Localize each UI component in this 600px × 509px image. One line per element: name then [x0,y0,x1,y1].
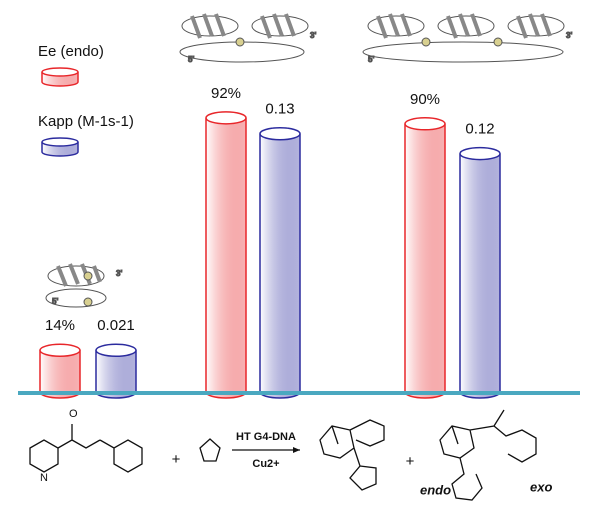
product-label: endo [420,482,451,497]
cylinder [404,123,446,399]
legend-label: Ee (endo) [38,43,104,60]
enone [29,424,143,473]
legend-swatch-top [41,67,79,77]
strand-end: 5' [368,55,374,64]
strand-end: 3' [566,31,572,40]
strand-end: 3' [116,269,122,278]
cylinder-top [404,117,446,131]
cylinder [95,350,137,399]
cylinder-top [39,343,81,358]
atom: O [69,408,78,420]
plus: + [172,451,181,468]
cylinder-top [459,146,501,161]
cylinder-top [259,126,301,141]
legend-swatch-top [41,137,79,147]
cylinder [39,350,81,399]
value-label: 92% [211,85,241,102]
cylinder-top [95,343,137,358]
cylinder [259,133,301,399]
value-label: 14% [45,317,75,334]
strand-end: 5' [188,55,194,64]
strand-end: 5' [52,297,58,306]
plus: + [406,453,415,470]
reaction-scheme: O N + HT G4-DNA Cu2+ endo + exo [29,408,552,501]
cylinder [459,153,501,399]
strand-end: 3' [310,31,316,40]
legend-label: Kapp (M-1s-1) [38,113,134,130]
value-label: 90% [410,91,440,108]
value-label: 0.13 [265,101,294,118]
product-label: exo [530,479,552,494]
cylinder-top [205,111,247,125]
cylinder [205,117,247,399]
atom: N [40,472,48,484]
cyclopentadiene [199,438,221,462]
value-label: 0.021 [97,317,135,334]
catalyst: HT G4-DNA [236,431,296,443]
dna-icon: 3' 5' 3' 5' 3' 5' [45,13,573,308]
value-label: 0.12 [465,121,494,138]
arrow-head [293,447,300,453]
cofactor: Cu2+ [252,458,279,470]
